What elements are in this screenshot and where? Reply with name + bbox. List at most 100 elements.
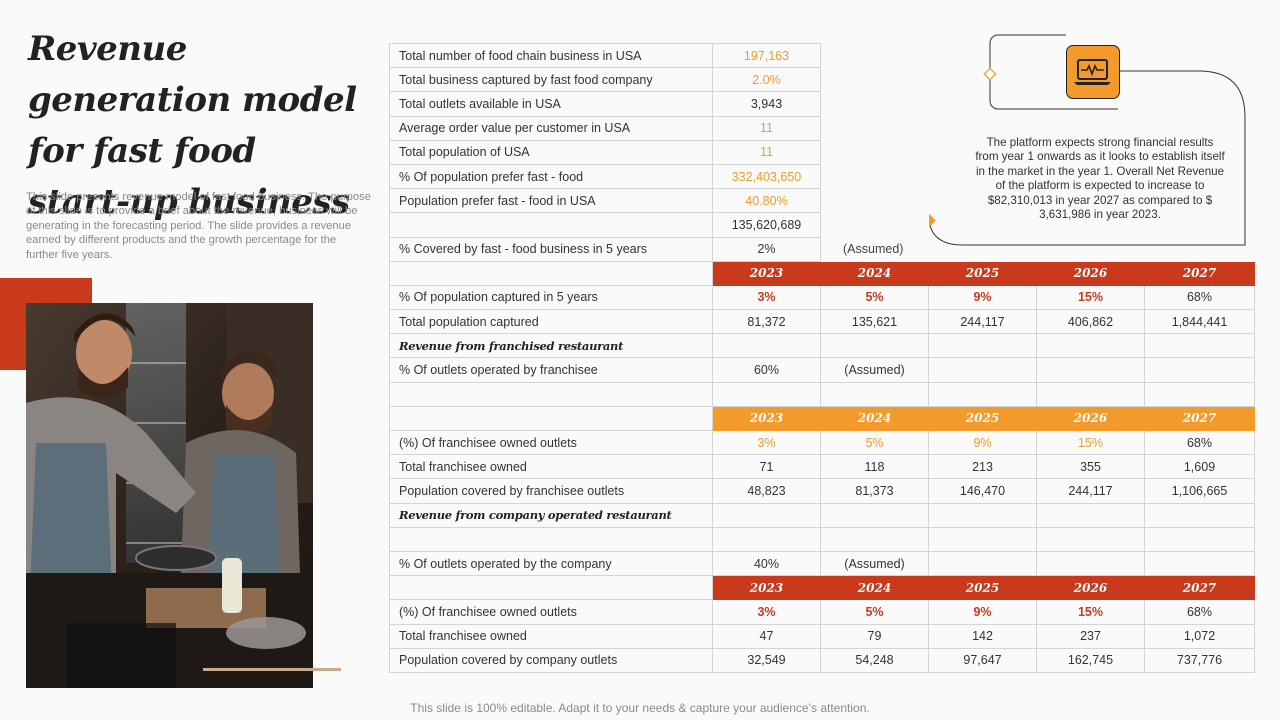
callout-frame bbox=[929, 34, 1246, 246]
empty-row bbox=[389, 381, 1255, 407]
row-value: 11 bbox=[712, 115, 821, 141]
callout-text: The platform expects strong financial re… bbox=[975, 136, 1225, 222]
row-value: 3,943 bbox=[712, 91, 821, 117]
assumed-note: (Assumed) bbox=[820, 550, 929, 577]
row-label: Population covered by franchisee outlets bbox=[389, 478, 713, 504]
year-header: 2024 bbox=[820, 260, 929, 286]
decorative-line bbox=[203, 668, 341, 671]
chefs-cooking-photo bbox=[26, 303, 313, 688]
table-row: Total franchisee owned 47 79 142 237 1,0… bbox=[389, 623, 1255, 649]
row-label: Total population of USA bbox=[389, 139, 713, 165]
cell: 54,248 bbox=[820, 647, 929, 673]
row-label: (%) Of franchisee owned outlets bbox=[389, 429, 713, 456]
cell: 97,647 bbox=[928, 647, 1037, 673]
row-label: Average order value per customer in USA bbox=[389, 115, 713, 141]
table-row: (%) Of franchisee owned outlets 3% 5% 9%… bbox=[389, 599, 1255, 625]
row-value: 332,403,650 bbox=[712, 163, 821, 190]
cell: 237 bbox=[1036, 623, 1145, 649]
cell: 81,373 bbox=[820, 478, 929, 504]
row-label: Population covered by company outlets bbox=[389, 647, 713, 673]
year-header: 2023 bbox=[712, 575, 821, 601]
year-header: 2023 bbox=[712, 405, 821, 432]
table-row: Average order value per customer in USA … bbox=[389, 115, 1255, 141]
row-label: % Covered by fast - food business in 5 y… bbox=[389, 236, 713, 262]
year-header: 2026 bbox=[1036, 575, 1145, 601]
year-header: 2024 bbox=[820, 405, 929, 432]
slide-description: This slide presents revenue model of fas… bbox=[26, 191, 371, 261]
cell: 15% bbox=[1036, 284, 1145, 311]
row-value: 2.0% bbox=[712, 67, 821, 93]
laptop-heartbeat-icon bbox=[1066, 45, 1120, 99]
table-row: Population prefer fast - food in USA 40.… bbox=[389, 188, 1255, 214]
assumed-note: (Assumed) bbox=[843, 242, 904, 257]
empty-row bbox=[389, 526, 1255, 552]
cell: 15% bbox=[1036, 429, 1145, 456]
year-header: 2024 bbox=[820, 575, 929, 601]
cell: 5% bbox=[820, 284, 929, 311]
row-label: % Of population prefer fast - food bbox=[389, 163, 713, 190]
row-label: (%) Of franchisee owned outlets bbox=[389, 599, 713, 625]
section-heading-row: Revenue from franchised restaurant bbox=[389, 333, 1255, 359]
row-value: 40% bbox=[712, 550, 821, 577]
cell: 68% bbox=[1144, 599, 1255, 625]
year-header-row: 2023 2024 2025 2026 2027 bbox=[389, 575, 1255, 601]
cell: 81,372 bbox=[712, 309, 821, 335]
footer-note: This slide is 100% editable. Adapt it to… bbox=[0, 701, 1280, 715]
year-header: 2025 bbox=[928, 405, 1037, 432]
row-label: Total outlets available in USA bbox=[389, 91, 713, 117]
cell: 68% bbox=[1144, 284, 1255, 311]
cell: 3% bbox=[712, 429, 821, 456]
table-row: Total franchisee owned 71 118 213 355 1,… bbox=[389, 454, 1255, 480]
row-value: 2% bbox=[712, 236, 821, 262]
table-row: (%) Of franchisee owned outlets 3% 5% 9%… bbox=[389, 429, 1255, 456]
year-header: 2026 bbox=[1036, 260, 1145, 286]
year-header: 2025 bbox=[928, 260, 1037, 286]
table-row: % Of population captured in 5 years 3% 5… bbox=[389, 284, 1255, 311]
table-row: 135,620,689 bbox=[389, 212, 1255, 238]
year-header: 2027 bbox=[1144, 260, 1255, 286]
row-label: Total franchisee owned bbox=[389, 454, 713, 480]
cell: 3% bbox=[712, 284, 821, 311]
year-header: 2025 bbox=[928, 575, 1037, 601]
cell: 9% bbox=[928, 599, 1037, 625]
row-label: Total business captured by fast food com… bbox=[389, 67, 713, 93]
cell: 1,072 bbox=[1144, 623, 1255, 649]
cell: 118 bbox=[820, 454, 929, 480]
cell: 355 bbox=[1036, 454, 1145, 480]
cell: 135,621 bbox=[820, 309, 929, 335]
cell: 68% bbox=[1144, 429, 1255, 456]
row-label: % Of outlets operated by the company bbox=[389, 550, 713, 577]
year-header-row: 2023 2024 2025 2026 2027 bbox=[389, 260, 1255, 286]
table-row: Total population of USA 11 bbox=[389, 139, 1255, 165]
row-label: Total franchisee owned bbox=[389, 623, 713, 649]
table-row: % Of outlets operated by franchisee 60% … bbox=[389, 357, 1255, 383]
section-heading: Revenue from franchised restaurant bbox=[389, 333, 713, 359]
cell: 213 bbox=[928, 454, 1037, 480]
cell: 79 bbox=[820, 623, 929, 649]
assumed-note: (Assumed) bbox=[820, 357, 929, 383]
cell: 1,106,665 bbox=[1144, 478, 1255, 504]
cell: 48,823 bbox=[712, 478, 821, 504]
cell: 1,609 bbox=[1144, 454, 1255, 480]
row-value: 11 bbox=[712, 139, 821, 165]
row-label: % Of population captured in 5 years bbox=[389, 284, 713, 311]
cell: 5% bbox=[820, 599, 929, 625]
row-label: Total number of food chain business in U… bbox=[389, 42, 713, 69]
cell: 47 bbox=[712, 623, 821, 649]
year-header: 2027 bbox=[1144, 405, 1255, 432]
year-header-row: 2023 2024 2025 2026 2027 bbox=[389, 405, 1255, 432]
footer-text: This slide is 100% editable. Adapt it to… bbox=[410, 701, 870, 715]
cell: 244,117 bbox=[928, 309, 1037, 335]
row-value: 135,620,689 bbox=[712, 212, 821, 238]
cell: 5% bbox=[820, 429, 929, 456]
row-label: Total population captured bbox=[389, 309, 713, 335]
section-heading: Revenue from company operated restaurant bbox=[389, 502, 713, 528]
cell: 406,862 bbox=[1036, 309, 1145, 335]
table-row: % Of outlets operated by the company 40%… bbox=[389, 550, 1255, 577]
cell: 146,470 bbox=[928, 478, 1037, 504]
year-header: 2023 bbox=[712, 260, 821, 286]
revenue-table: Total number of food chain business in U… bbox=[389, 42, 1255, 673]
year-header: 2027 bbox=[1144, 575, 1255, 601]
year-header: 2026 bbox=[1036, 405, 1145, 432]
cell: 32,549 bbox=[712, 647, 821, 673]
